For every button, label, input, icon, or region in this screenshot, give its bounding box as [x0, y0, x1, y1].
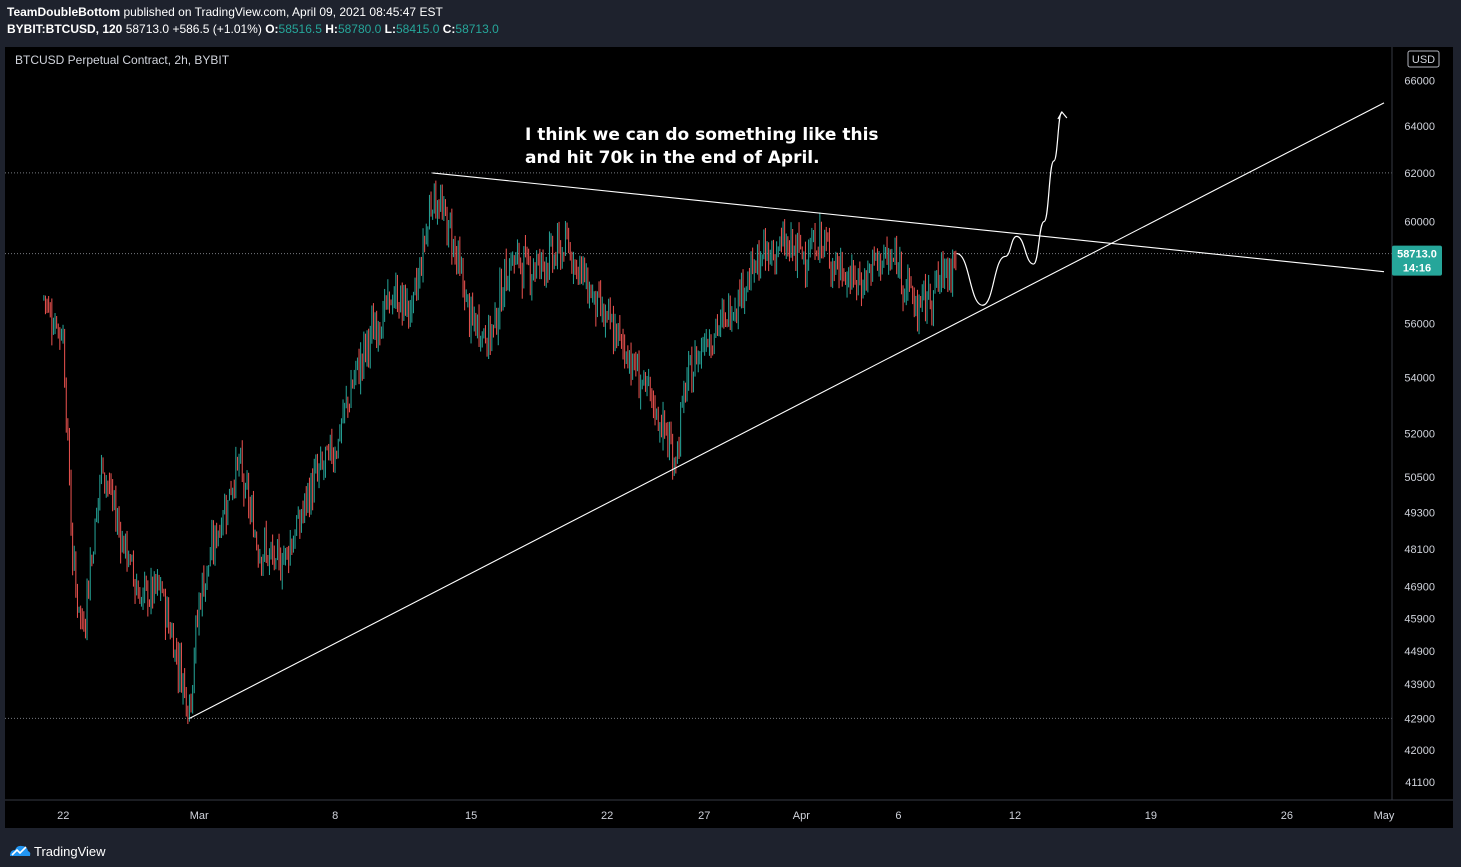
price-tick-label: 54000 [1404, 373, 1435, 385]
time-tick-label: 19 [1145, 810, 1157, 822]
projection-path [956, 111, 1063, 306]
price-tick-label: 45900 [1404, 613, 1435, 625]
price-tick-label: 60000 [1404, 216, 1435, 228]
support-trendline [189, 102, 1385, 719]
time-tick-label: 6 [895, 810, 901, 822]
author-name[interactable]: TeamDoubleBottom [7, 5, 121, 19]
low-value: 58415.0 [396, 22, 440, 36]
time-tick-label: 27 [698, 810, 710, 822]
chart-panel[interactable]: 66000 64000 62000 60000 56000 54000 52000 50500… [5, 47, 1453, 828]
publish-info: TeamDoubleBottom published on TradingVie… [7, 5, 443, 19]
high-key: H: [325, 22, 338, 36]
current-price-label: 58713.0 [1397, 249, 1437, 261]
high-value: 58780.0 [337, 22, 382, 36]
price-change: +586.5 (+1.01%) [172, 22, 262, 36]
close-key: C: [442, 22, 456, 36]
price-tick-label: 64000 [1404, 121, 1435, 133]
time-tick-label: 26 [1281, 810, 1293, 822]
level-lines [5, 172, 1392, 719]
price-tick-label: 66000 [1404, 75, 1435, 87]
time-tick-label: 8 [332, 810, 338, 822]
candles-layer [43, 180, 957, 725]
time-axis[interactable]: 22 Mar 8 15 22 27 Apr 6 12 19 26 May [57, 810, 1395, 822]
time-tick-label: Mar [190, 810, 209, 822]
price-tick-label: 56000 [1404, 319, 1435, 331]
price-tick-label: 48100 [1404, 544, 1435, 556]
drawings-layer [189, 102, 1385, 719]
price-tick-label: 52000 [1404, 428, 1435, 440]
projection-arrowhead [1057, 110, 1068, 120]
time-tick-label: 22 [57, 810, 69, 822]
last-price: 58713.0 [125, 22, 170, 36]
tradingview-brand[interactable]: TradingView [34, 844, 106, 859]
price-badge-bg [1392, 245, 1442, 276]
time-tick-label: 15 [465, 810, 477, 822]
chart-header: TeamDoubleBottom published on TradingVie… [0, 0, 1461, 40]
open-key: O: [265, 22, 279, 36]
close-value: 58713.0 [455, 22, 499, 36]
low-key: L: [384, 22, 396, 36]
time-axis-bg [5, 800, 1453, 828]
price-tick-label: 41100 [1405, 777, 1435, 789]
price-axis-bg [1392, 47, 1453, 800]
time-tick-label: May [1374, 810, 1395, 822]
published-text: published on TradingView.com, April 09, … [123, 5, 443, 19]
footer-bar: TradingView [0, 836, 1461, 867]
symbol-label: BYBIT:BTCUSD, 120 [7, 22, 123, 36]
price-badge: 58713.0 14:16 [1392, 245, 1442, 276]
price-tick-label: 50500 [1404, 472, 1435, 484]
price-axis[interactable]: 66000 64000 62000 60000 56000 54000 52000 50500… [1404, 75, 1435, 789]
annotation-line-2[interactable]: and hit 70k in the end of April. [525, 148, 820, 168]
price-tick-label: 44900 [1404, 646, 1435, 658]
chart-title: BTCUSD Perpetual Contract, 2h, BYBIT [15, 53, 230, 67]
price-tick-label: 42000 [1404, 745, 1435, 757]
resistance-trendline [432, 172, 1385, 273]
time-tick-label: 12 [1009, 810, 1021, 822]
bar-countdown-label: 14:16 [1403, 263, 1431, 275]
annotation-line-1[interactable]: I think we can do something like this [525, 125, 879, 145]
ohlc-legend: BYBIT:BTCUSD, 120 58713.0 +586.5 (+1.01%… [7, 22, 499, 36]
price-tick-label: 62000 [1404, 168, 1435, 180]
currency-button[interactable] [1407, 50, 1440, 68]
price-chart[interactable]: 66000 64000 62000 60000 56000 54000 52000 50500… [5, 47, 1453, 828]
currency-label: USD [1412, 54, 1435, 66]
price-tick-label: 42900 [1404, 713, 1435, 725]
price-tick-label: 46900 [1404, 581, 1435, 593]
open-value: 58516.5 [278, 22, 322, 36]
price-tick-label: 49300 [1404, 507, 1435, 519]
time-tick-label: Apr [793, 810, 810, 822]
price-tick-label: 43900 [1404, 679, 1435, 691]
tradingview-logo-icon [10, 845, 31, 856]
time-tick-label: 22 [601, 810, 613, 822]
